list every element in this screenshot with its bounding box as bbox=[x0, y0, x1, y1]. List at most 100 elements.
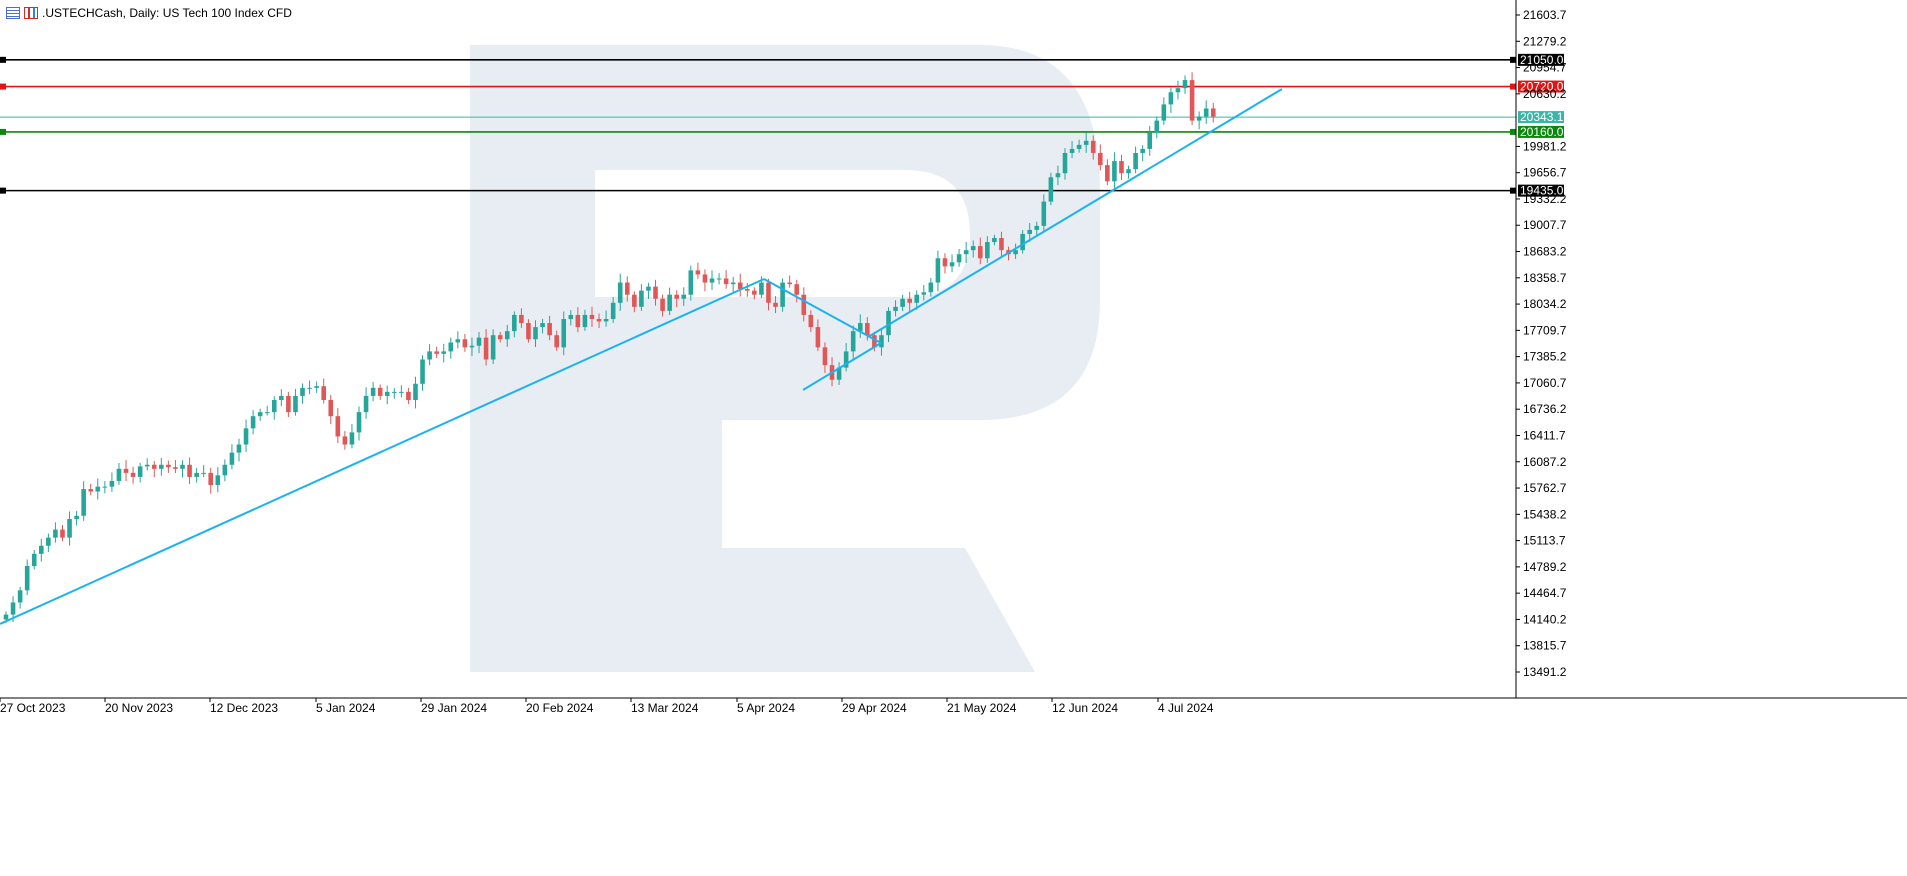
candle-body bbox=[250, 416, 256, 429]
y-tick-label: 19656.7 bbox=[1523, 166, 1567, 180]
candle-body bbox=[286, 395, 291, 413]
candle-body bbox=[102, 486, 108, 488]
candle-body bbox=[441, 351, 447, 354]
level-price-tag bbox=[1518, 111, 1564, 124]
candle-body bbox=[745, 289, 750, 291]
candle-body bbox=[914, 294, 920, 303]
candle-body bbox=[540, 323, 545, 328]
candle-body bbox=[180, 464, 185, 469]
trendlines bbox=[0, 88, 1283, 625]
candle-body bbox=[187, 464, 192, 477]
candle-body bbox=[1105, 165, 1110, 182]
candle-body bbox=[406, 391, 411, 400]
y-tick-label: 14789.2 bbox=[1523, 560, 1567, 574]
candle-body bbox=[639, 290, 644, 307]
candle-body bbox=[716, 278, 722, 280]
candle-body bbox=[1069, 148, 1075, 153]
candle-body bbox=[970, 246, 976, 251]
x-tick-label: 12 Jun 2024 bbox=[1052, 701, 1118, 715]
candle-body bbox=[370, 387, 376, 396]
candle-body bbox=[24, 566, 30, 591]
candle-body bbox=[413, 383, 418, 400]
candle-body bbox=[434, 351, 439, 354]
candle-body bbox=[596, 318, 602, 322]
candle-body bbox=[483, 337, 489, 360]
candle-body bbox=[759, 282, 764, 295]
candle-body bbox=[526, 323, 531, 340]
candle-body bbox=[667, 294, 672, 311]
y-tick-label: 17060.7 bbox=[1523, 376, 1567, 390]
table-icon[interactable] bbox=[6, 7, 20, 19]
level-price-tag bbox=[1518, 80, 1564, 93]
candle-body bbox=[977, 246, 983, 259]
candle-body bbox=[314, 386, 319, 388]
candle-body bbox=[39, 545, 44, 554]
y-tick-label: 13815.7 bbox=[1523, 639, 1567, 653]
candle-body bbox=[963, 250, 969, 255]
candle-body bbox=[695, 270, 701, 275]
candle-body bbox=[942, 258, 948, 267]
candle-body bbox=[151, 464, 157, 469]
candle-body bbox=[681, 294, 687, 299]
y-tick-label: 20630.2 bbox=[1523, 87, 1567, 101]
candle-body bbox=[215, 475, 221, 486]
y-tick-label: 16087.2 bbox=[1523, 455, 1567, 469]
y-tick-label: 16411.7 bbox=[1523, 428, 1566, 442]
level-handle-right bbox=[1510, 128, 1516, 135]
candle-body bbox=[589, 314, 595, 319]
candle-body bbox=[1055, 173, 1061, 178]
x-tick-label: 29 Jan 2024 bbox=[421, 701, 487, 715]
candle-body bbox=[81, 489, 86, 516]
trendline-segment bbox=[0, 278, 765, 625]
candle-body bbox=[737, 282, 743, 290]
candle-body bbox=[243, 428, 249, 445]
candle-body bbox=[935, 258, 941, 283]
candle-body bbox=[928, 282, 934, 293]
candle-body bbox=[723, 278, 729, 285]
level-handle-right bbox=[1510, 56, 1516, 63]
candle-body bbox=[123, 468, 129, 473]
candle-body bbox=[109, 480, 115, 487]
candle-body bbox=[1168, 92, 1174, 105]
candle-body bbox=[1175, 88, 1181, 93]
candle-body bbox=[236, 444, 242, 453]
candle-body bbox=[956, 254, 962, 263]
x-tick-label: 4 Jul 2024 bbox=[1158, 701, 1214, 715]
candle-body bbox=[519, 314, 524, 324]
candle-body bbox=[321, 386, 326, 400]
candle-body bbox=[773, 302, 778, 307]
candle-body bbox=[1048, 177, 1054, 202]
x-tick-label: 13 Mar 2024 bbox=[631, 701, 699, 715]
y-tick-label: 21603.7 bbox=[1523, 8, 1567, 22]
candle-body bbox=[985, 242, 990, 259]
candle-body bbox=[60, 529, 65, 538]
candle-body bbox=[497, 335, 503, 340]
candle-body bbox=[794, 284, 800, 295]
candle-body bbox=[17, 590, 23, 603]
y-tick-label: 14140.2 bbox=[1523, 612, 1567, 626]
logo-watermark-leg-icon bbox=[722, 548, 1035, 672]
y-tick-label: 19007.7 bbox=[1523, 218, 1567, 232]
candle-body bbox=[74, 515, 79, 520]
level-handle-left bbox=[0, 83, 6, 90]
candle-body bbox=[949, 262, 955, 267]
level-price-label: 19435.0 bbox=[1520, 184, 1564, 198]
candle-body bbox=[1076, 144, 1082, 149]
candle-body bbox=[293, 395, 298, 413]
level-handle-left bbox=[0, 128, 6, 135]
candle-body bbox=[1196, 116, 1202, 121]
candle-body bbox=[730, 282, 736, 285]
candle-body bbox=[427, 351, 432, 360]
chart-title: .USTECHCash, Daily: US Tech 100 Index CF… bbox=[42, 6, 292, 20]
candle-body bbox=[582, 314, 588, 328]
candle-body bbox=[702, 274, 708, 283]
candle-body bbox=[568, 314, 574, 319]
candle-body bbox=[1133, 152, 1138, 170]
candle-body bbox=[688, 270, 694, 295]
candle-body bbox=[349, 432, 355, 445]
candlestick-icon[interactable] bbox=[24, 7, 38, 19]
candle-body bbox=[907, 298, 912, 303]
candle-body bbox=[476, 337, 482, 346]
